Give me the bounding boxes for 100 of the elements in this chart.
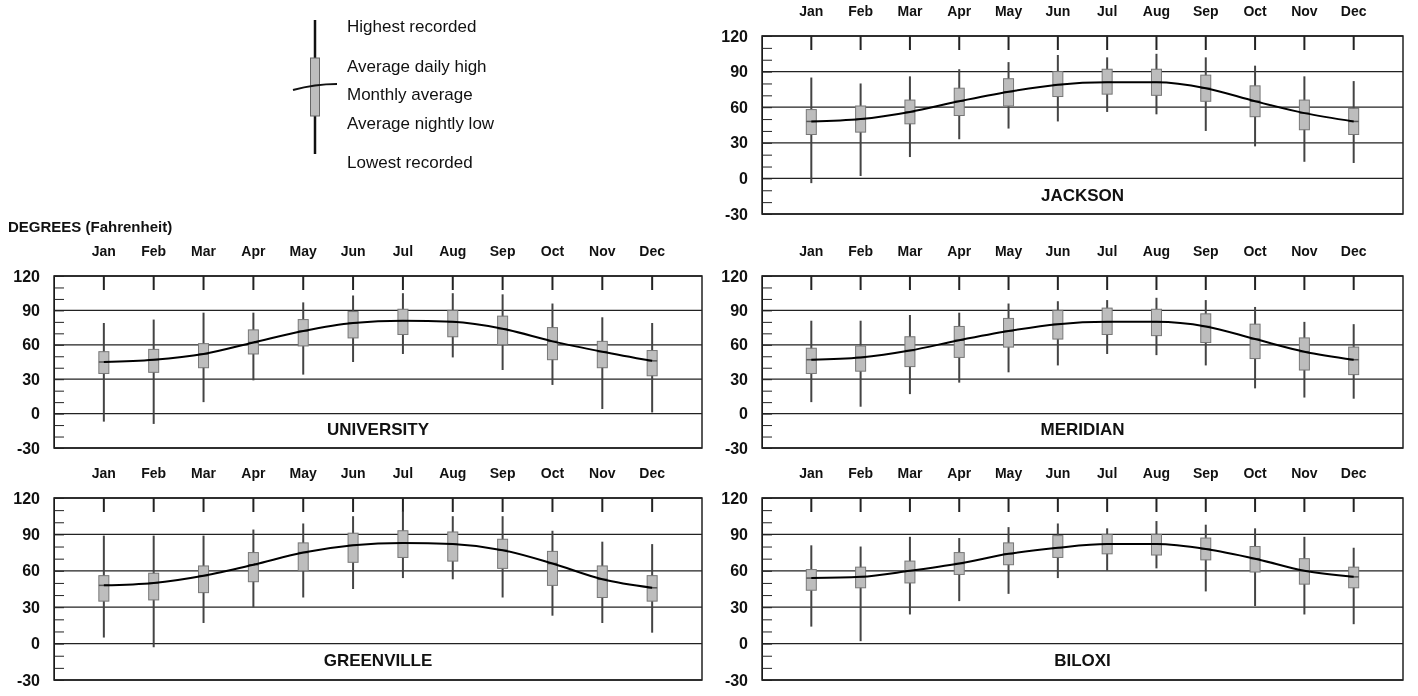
y-tick-label: 90 bbox=[730, 526, 749, 544]
x-tick-label: Feb bbox=[141, 465, 167, 481]
x-tick-label: Jun bbox=[1045, 3, 1071, 19]
y-tick-label: 90 bbox=[730, 302, 749, 320]
y-tick-label: 0 bbox=[739, 170, 749, 188]
y-tick-label: 120 bbox=[721, 489, 749, 507]
y-tick-label: -30 bbox=[724, 439, 749, 457]
x-tick-label: May bbox=[994, 465, 1023, 481]
y-tick-label: -30 bbox=[16, 671, 41, 689]
text: Monthly average bbox=[347, 85, 473, 105]
y-tick-label: 30 bbox=[22, 370, 41, 388]
x-tick-label: Sep bbox=[489, 465, 516, 481]
x-tick-label: Apr bbox=[241, 465, 266, 481]
x-tick-label: May bbox=[994, 3, 1023, 19]
text: BILOXI bbox=[1054, 651, 1111, 671]
x-tick-label: Nov bbox=[1291, 3, 1318, 19]
x-tick-label: Nov bbox=[1291, 243, 1318, 259]
y-tick-label: 30 bbox=[730, 598, 749, 616]
y-tick-label: 90 bbox=[730, 63, 749, 81]
text: Lowest recorded bbox=[347, 153, 473, 173]
y-axis-title: DEGREES (Fahrenheit) bbox=[8, 218, 173, 235]
x-tick-label: Jan bbox=[799, 3, 824, 19]
y-tick-label: 120 bbox=[721, 27, 749, 45]
x-tick-label: Jun bbox=[1045, 465, 1071, 481]
y-tick-label: 30 bbox=[730, 370, 749, 388]
x-tick-label: Mar bbox=[897, 243, 923, 259]
y-tick-label: 0 bbox=[739, 405, 749, 423]
y-tick-label: 60 bbox=[730, 562, 749, 580]
x-tick-label: Nov bbox=[589, 465, 616, 481]
y-tick-label: 30 bbox=[22, 598, 41, 616]
x-tick-label: Jan bbox=[91, 243, 116, 259]
y-tick-label: 120 bbox=[721, 267, 749, 285]
x-tick-label: Apr bbox=[947, 3, 972, 19]
x-tick-label: Oct bbox=[540, 243, 565, 259]
x-tick-label: Mar bbox=[897, 465, 923, 481]
x-tick-label: Jan bbox=[799, 243, 824, 259]
x-tick-label: Jul bbox=[1097, 465, 1118, 481]
x-tick-label: Jan bbox=[799, 465, 824, 481]
y-tick-label: 60 bbox=[730, 336, 749, 354]
text: Highest recorded bbox=[347, 17, 477, 37]
x-tick-label: Aug bbox=[1142, 465, 1171, 481]
x-tick-label: May bbox=[289, 465, 318, 481]
x-tick-label: Sep bbox=[1192, 3, 1219, 19]
y-tick-label: -30 bbox=[724, 205, 749, 223]
text: MERIDIAN bbox=[1040, 420, 1125, 440]
y-tick-label: 60 bbox=[22, 562, 41, 580]
y-tick-label: 30 bbox=[730, 134, 749, 152]
y-tick-label: 90 bbox=[22, 526, 41, 544]
y-tick-label: 120 bbox=[13, 267, 41, 285]
x-tick-label: May bbox=[994, 243, 1023, 259]
x-tick-label: Dec bbox=[1340, 243, 1367, 259]
text: Average nightly low bbox=[347, 114, 495, 134]
x-tick-label: Jul bbox=[1097, 3, 1118, 19]
x-tick-label: Apr bbox=[947, 465, 972, 481]
x-tick-label: Jul bbox=[1097, 243, 1118, 259]
x-tick-label: Oct bbox=[540, 465, 565, 481]
x-tick-label: Feb bbox=[848, 465, 874, 481]
x-tick-label: May bbox=[289, 243, 318, 259]
x-tick-label: Jul bbox=[392, 243, 414, 259]
x-tick-label: Dec bbox=[639, 243, 666, 259]
x-tick-label: Sep bbox=[489, 243, 516, 259]
x-tick-label: Apr bbox=[241, 243, 266, 259]
y-tick-label: 60 bbox=[22, 336, 41, 354]
y-tick-label: 0 bbox=[739, 635, 749, 653]
x-tick-label: Aug bbox=[1142, 243, 1171, 259]
text: Average daily high bbox=[347, 57, 487, 77]
x-tick-label: Oct bbox=[1243, 3, 1268, 19]
x-tick-label: Jul bbox=[392, 465, 414, 481]
x-tick-label: Mar bbox=[897, 3, 923, 19]
y-tick-label: -30 bbox=[724, 671, 749, 689]
x-tick-label: Oct bbox=[1243, 465, 1268, 481]
x-tick-label: Feb bbox=[141, 243, 167, 259]
x-tick-label: Aug bbox=[1142, 3, 1171, 19]
y-tick-label: 60 bbox=[730, 98, 749, 116]
text: GREENVILLE bbox=[323, 651, 433, 671]
x-tick-label: Feb bbox=[848, 3, 874, 19]
x-tick-label: Sep bbox=[1192, 243, 1219, 259]
x-tick-label: Dec bbox=[1340, 465, 1367, 481]
text: JACKSON bbox=[1040, 185, 1125, 205]
y-tick-label: 0 bbox=[31, 405, 41, 423]
y-tick-label: 120 bbox=[13, 489, 41, 507]
y-tick-label: -30 bbox=[16, 439, 41, 457]
x-tick-label: Jan bbox=[91, 465, 116, 481]
x-tick-label: Aug bbox=[439, 243, 467, 259]
y-tick-label: 0 bbox=[31, 635, 41, 653]
y-tick-label: 90 bbox=[22, 302, 41, 320]
x-tick-label: Apr bbox=[947, 243, 972, 259]
x-tick-label: Nov bbox=[1291, 465, 1318, 481]
x-tick-label: Mar bbox=[191, 243, 217, 259]
x-tick-label: Jun bbox=[340, 465, 366, 481]
text: UNIVERSITY bbox=[326, 420, 430, 440]
x-tick-label: Sep bbox=[1192, 465, 1219, 481]
x-tick-label: Jun bbox=[340, 243, 366, 259]
x-tick-label: Mar bbox=[191, 465, 217, 481]
x-tick-label: Nov bbox=[589, 243, 616, 259]
x-tick-label: Aug bbox=[439, 465, 467, 481]
x-tick-label: Oct bbox=[1243, 243, 1268, 259]
x-tick-label: Dec bbox=[1340, 3, 1367, 19]
x-tick-label: Feb bbox=[848, 243, 874, 259]
x-tick-label: Dec bbox=[639, 465, 666, 481]
